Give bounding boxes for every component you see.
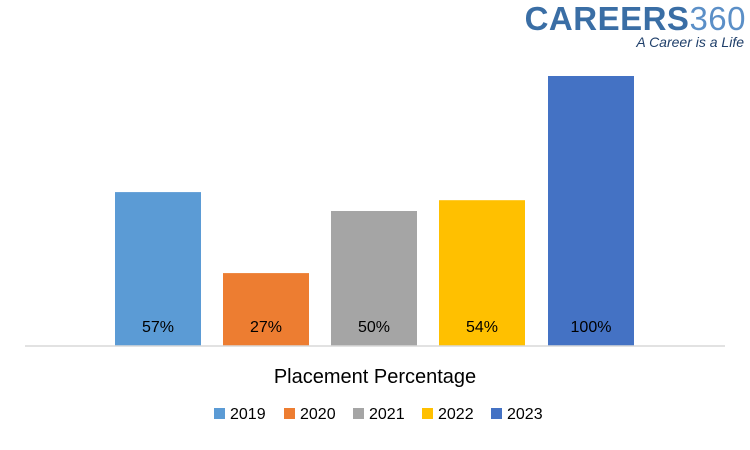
data-label-2021: 50%	[358, 319, 390, 336]
legend-label-2022: 2022	[438, 406, 474, 423]
legend-label-2019: 2019	[230, 406, 266, 423]
bar-2022	[439, 200, 525, 346]
bar-2020	[223, 273, 309, 346]
legend-swatch-2023	[491, 408, 502, 419]
bar-2019	[115, 192, 201, 346]
data-label-2023: 100%	[571, 319, 612, 336]
careers360-logo: CAREERS360 A Career is a Life	[525, 2, 746, 51]
data-label-2019: 57%	[142, 319, 174, 336]
legend-label-2020: 2020	[300, 406, 336, 423]
data-label-2022: 54%	[466, 319, 498, 336]
bar-2023	[548, 76, 634, 346]
data-label-2020: 27%	[250, 319, 282, 336]
x-axis-label: Placement Percentage	[274, 366, 476, 388]
legend-label-2021: 2021	[369, 406, 405, 423]
bars-group	[115, 76, 634, 346]
legend-label-2023: 2023	[507, 406, 543, 423]
logo-brand-main: CAREERS	[524, 0, 690, 37]
legend-swatch-2019	[214, 408, 225, 419]
logo-tagline: A Career is a Life	[636, 34, 744, 50]
logo-brand: CAREERS360	[525, 2, 746, 36]
legend-swatch-2020	[284, 408, 295, 419]
logo-brand-number: 360	[689, 0, 746, 37]
legend: 2019 2020 2021 2022 2023	[214, 406, 543, 423]
data-labels-group: 57% 27% 50% 54% 100%	[142, 319, 611, 336]
legend-swatch-2021	[353, 408, 364, 419]
bar-2021	[331, 211, 417, 346]
legend-swatch-2022	[422, 408, 433, 419]
